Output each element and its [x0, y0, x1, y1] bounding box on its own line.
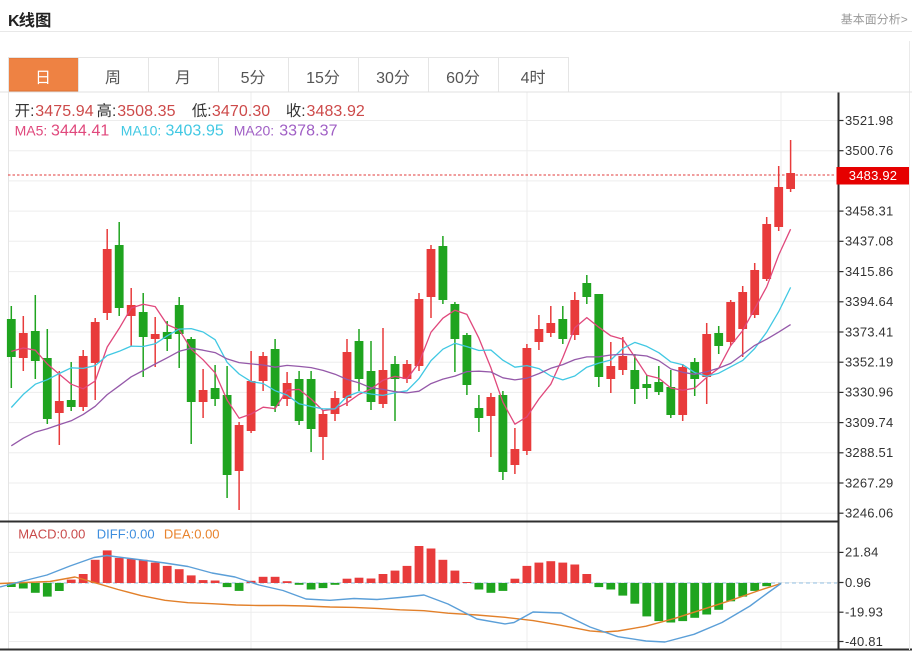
- svg-text:3483.92: 3483.92: [307, 103, 365, 120]
- svg-text:3470.30: 3470.30: [212, 103, 270, 120]
- svg-text:MA5:: MA5:: [15, 123, 48, 139]
- svg-text:MACD:0.00: MACD:0.00: [18, 527, 85, 542]
- svg-text:K: K: [8, 13, 20, 30]
- svg-text:21.84: 21.84: [845, 545, 879, 560]
- svg-text:3437.08: 3437.08: [845, 234, 893, 249]
- svg-text:3373.41: 3373.41: [845, 324, 893, 339]
- svg-text:MA20:: MA20:: [234, 123, 274, 139]
- svg-text::: :: [301, 103, 305, 120]
- svg-text:60: 60: [446, 70, 464, 87]
- svg-text::: :: [30, 103, 34, 120]
- svg-text:3483.92: 3483.92: [849, 168, 897, 183]
- svg-text:3330.96: 3330.96: [845, 385, 893, 400]
- svg-text:DEA:0.00: DEA:0.00: [164, 527, 220, 542]
- svg-text:>: >: [901, 13, 908, 27]
- svg-text:-19.93: -19.93: [845, 605, 883, 620]
- svg-text:3352.19: 3352.19: [845, 355, 893, 370]
- svg-text:3444.41: 3444.41: [51, 123, 109, 140]
- svg-text:3246.06: 3246.06: [845, 506, 893, 521]
- svg-text::: :: [207, 103, 211, 120]
- svg-text:3458.31: 3458.31: [845, 203, 893, 218]
- svg-text:15: 15: [306, 70, 324, 87]
- svg-text:DIFF:0.00: DIFF:0.00: [97, 527, 155, 542]
- svg-text:4: 4: [521, 70, 530, 87]
- svg-text:3288.51: 3288.51: [845, 445, 893, 460]
- svg-text:3309.74: 3309.74: [845, 415, 893, 430]
- svg-text:3267.29: 3267.29: [845, 475, 893, 490]
- svg-text:3508.35: 3508.35: [117, 103, 175, 120]
- svg-text::: :: [112, 103, 116, 120]
- svg-text:3415.86: 3415.86: [845, 264, 893, 279]
- svg-text:MA10:: MA10:: [121, 123, 161, 139]
- svg-text:5: 5: [241, 70, 250, 87]
- svg-text:-40.81: -40.81: [845, 634, 883, 649]
- svg-text:3521.98: 3521.98: [845, 113, 893, 128]
- svg-text:3378.37: 3378.37: [279, 123, 337, 140]
- svg-text:3475.94: 3475.94: [35, 103, 93, 120]
- svg-text:0.96: 0.96: [845, 575, 871, 590]
- svg-text:3500.76: 3500.76: [845, 143, 893, 158]
- svg-text:3394.64: 3394.64: [845, 294, 893, 309]
- svg-text:3403.95: 3403.95: [166, 123, 224, 140]
- svg-text:30: 30: [376, 70, 394, 87]
